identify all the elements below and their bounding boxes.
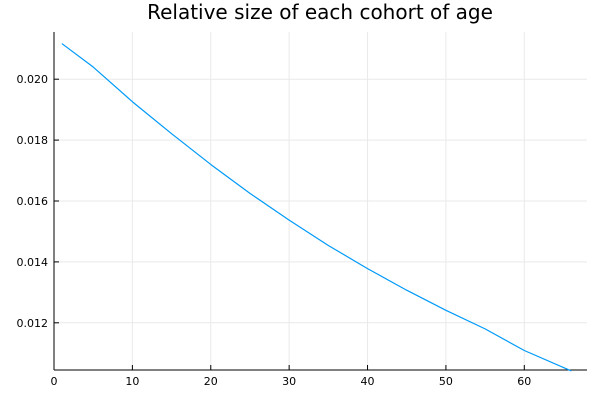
x-tick-label-6: 60 bbox=[517, 375, 531, 388]
grid bbox=[53, 32, 587, 370]
chart-title: Relative size of each cohort of age bbox=[147, 0, 493, 24]
x-tick-label-3: 30 bbox=[282, 375, 296, 388]
y-tick-label-4: 0.020 bbox=[17, 73, 49, 86]
series-line-0 bbox=[61, 43, 572, 372]
y-tick-label-1: 0.014 bbox=[17, 256, 49, 269]
x-tick-label-0: 0 bbox=[51, 375, 58, 388]
y-tick-label-2: 0.016 bbox=[17, 195, 49, 208]
y-axis-ticks: 0.012 0.014 0.016 0.018 0.020 bbox=[17, 73, 59, 330]
y-tick-label-3: 0.018 bbox=[17, 134, 49, 147]
x-tick-label-2: 20 bbox=[204, 375, 218, 388]
x-tick-label-4: 40 bbox=[361, 375, 375, 388]
x-axis-ticks: 0 10 20 30 40 50 60 bbox=[51, 365, 531, 388]
x-tick-label-5: 50 bbox=[439, 375, 453, 388]
series-group bbox=[61, 43, 572, 372]
x-tick-label-1: 10 bbox=[125, 375, 139, 388]
y-tick-label-0: 0.012 bbox=[17, 317, 49, 330]
